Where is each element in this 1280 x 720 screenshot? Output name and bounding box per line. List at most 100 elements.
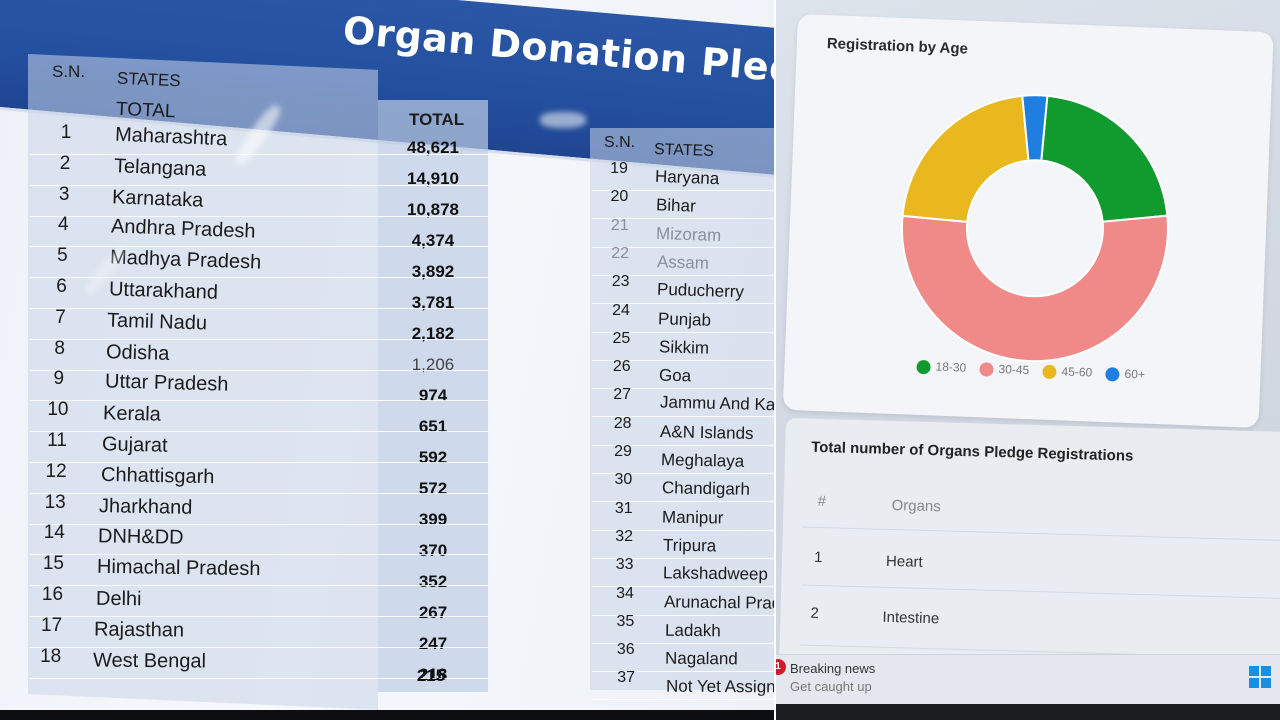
board-photo: Organ Donation Pledges S.N. STATES TOTAL… bbox=[0, 0, 774, 720]
table2-state-cell: Lakshadweep bbox=[663, 563, 769, 584]
table1-sn-cell: 5 bbox=[57, 245, 68, 267]
table2-sn-cell: 20 bbox=[610, 188, 629, 206]
row-divider bbox=[592, 359, 774, 361]
table2-state-cell: Sikkim bbox=[658, 337, 709, 358]
row-divider bbox=[592, 190, 774, 191]
legend-item-18-30[interactable]: 18-30 bbox=[916, 359, 967, 375]
donut-slice-60-plus[interactable] bbox=[1020, 94, 1049, 162]
news-subtitle: Get caught up bbox=[790, 679, 872, 694]
row-divider bbox=[592, 331, 774, 333]
table2-sn-cell: 28 bbox=[613, 414, 632, 432]
row-divider bbox=[592, 473, 774, 474]
total-column-shade bbox=[378, 100, 488, 692]
table1-total-cell: 10,878 bbox=[407, 200, 459, 219]
header-total: TOTAL bbox=[409, 110, 465, 129]
table1-sn-cell: 6 bbox=[56, 276, 67, 297]
table1-sn-cell: 2 bbox=[59, 152, 71, 174]
donut-slice-30-45[interactable] bbox=[897, 205, 1169, 366]
table1-total-cell: 14,910 bbox=[407, 169, 459, 188]
table1-state-cell: DNH&DD bbox=[97, 525, 184, 550]
legend-dot-icon bbox=[979, 362, 994, 377]
table1-sn-cell: 16 bbox=[41, 584, 64, 605]
row-divider bbox=[30, 308, 488, 309]
photo-divider bbox=[774, 0, 776, 720]
age-chart-title: Registration by Age bbox=[826, 35, 969, 58]
table2-sn-cell: 35 bbox=[616, 612, 635, 630]
table1-total-cell: 4,374 bbox=[411, 231, 455, 250]
table2-sn-cell: 32 bbox=[615, 527, 634, 545]
organ-row-name: Intestine bbox=[882, 608, 940, 628]
table2-sn-cell: 27 bbox=[613, 386, 632, 404]
header-states-2: STATES bbox=[653, 140, 715, 161]
table2-sn-cell: 36 bbox=[616, 641, 635, 659]
registration-by-age-card: Registration by Age 18-30 30-45 45-60 60… bbox=[782, 14, 1274, 428]
table1-sn-cell: 11 bbox=[47, 430, 67, 451]
table1-state-cell: West Bengal bbox=[92, 649, 207, 673]
table1-state-cell: Jharkhand bbox=[99, 494, 194, 519]
total-cell-extra: 215 bbox=[416, 666, 446, 685]
legend-dot-icon bbox=[1105, 366, 1120, 382]
table1-total-cell: 974 bbox=[418, 386, 448, 405]
table2-state-cell: Assam bbox=[656, 252, 710, 273]
row-divider bbox=[30, 246, 488, 248]
legend-item-60-plus[interactable]: 60+ bbox=[1105, 366, 1145, 382]
table1-state-cell: Andhra Pradesh bbox=[110, 215, 257, 243]
row-divider bbox=[592, 274, 774, 276]
table2-state-cell: Arunachal Prad bbox=[663, 591, 774, 613]
table1-state-cell: Telangana bbox=[113, 154, 207, 181]
table2-sn-cell: 19 bbox=[610, 160, 628, 177]
table2-sn-cell: 22 bbox=[611, 244, 630, 262]
table1-state-cell: Kerala bbox=[103, 402, 162, 426]
table1-sn-cell: 4 bbox=[58, 214, 69, 236]
organs-card-title: Total number of Organs Pledge Registrati… bbox=[810, 438, 1134, 465]
table1-state-cell: Tamil Nadu bbox=[106, 309, 208, 335]
donut-slice-45-60[interactable] bbox=[901, 91, 1031, 224]
legend-dot-icon bbox=[916, 359, 931, 375]
table2-sn-cell: 29 bbox=[614, 443, 632, 460]
row-divider bbox=[30, 677, 488, 679]
donut-slice-18-30[interactable] bbox=[1039, 94, 1172, 225]
row-divider bbox=[592, 218, 774, 220]
row-divider bbox=[592, 557, 774, 559]
col-header-num: # bbox=[817, 492, 827, 511]
table1-total-cell: 3,781 bbox=[411, 293, 455, 312]
table1-total-cell: 651 bbox=[418, 417, 448, 436]
col-header-organs: Organs bbox=[891, 496, 942, 516]
row-divider bbox=[802, 526, 1280, 541]
table2-state-cell: Chandigarh bbox=[661, 478, 750, 500]
table1-sn-cell: 8 bbox=[54, 337, 65, 359]
table2-state-cell: Meghalaya bbox=[660, 450, 745, 471]
table2-state-cell: Bihar bbox=[655, 195, 696, 217]
legend-item-30-45[interactable]: 30-45 bbox=[979, 361, 1030, 377]
table2-sn-cell: 21 bbox=[610, 216, 629, 234]
row-divider bbox=[592, 671, 774, 673]
row-divider bbox=[30, 585, 488, 587]
states-table-1: S.N. STATES TOTAL TOTAL 1 Maharashtra 48,6… bbox=[30, 62, 488, 685]
row-divider bbox=[30, 369, 488, 371]
table2-state-cell: Nagaland bbox=[665, 648, 739, 669]
notification-badge: 1 bbox=[776, 659, 786, 675]
row-divider bbox=[592, 388, 774, 390]
table2-state-cell: Haryana bbox=[654, 166, 720, 189]
table2-sn-cell: 34 bbox=[616, 584, 634, 602]
table1-total-cell: 218 bbox=[418, 665, 448, 684]
row-divider bbox=[592, 529, 774, 531]
header-states: STATES bbox=[116, 68, 182, 91]
laptop-screen-photo: Registration by Age 18-30 30-45 45-60 60… bbox=[776, 0, 1280, 720]
row-divider bbox=[801, 584, 1280, 599]
windows-logo-icon[interactable] bbox=[1248, 665, 1272, 689]
age-donut-chart bbox=[897, 91, 1172, 366]
table1-sn-cell: 10 bbox=[47, 399, 69, 421]
header-sn: S.N. bbox=[52, 62, 86, 81]
row-divider bbox=[592, 699, 774, 701]
row-divider bbox=[592, 303, 774, 305]
row-divider bbox=[592, 642, 774, 644]
row-divider bbox=[30, 400, 488, 402]
row-divider bbox=[30, 462, 488, 463]
legend-item-45-60[interactable]: 45-60 bbox=[1042, 364, 1093, 380]
header-sn-2: S.N. bbox=[604, 134, 636, 151]
row-divider bbox=[30, 646, 488, 648]
table1-total-cell: 352 bbox=[418, 572, 448, 591]
table2-state-cell: Manipur bbox=[662, 507, 724, 528]
table2-sn-cell: 23 bbox=[611, 273, 630, 291]
